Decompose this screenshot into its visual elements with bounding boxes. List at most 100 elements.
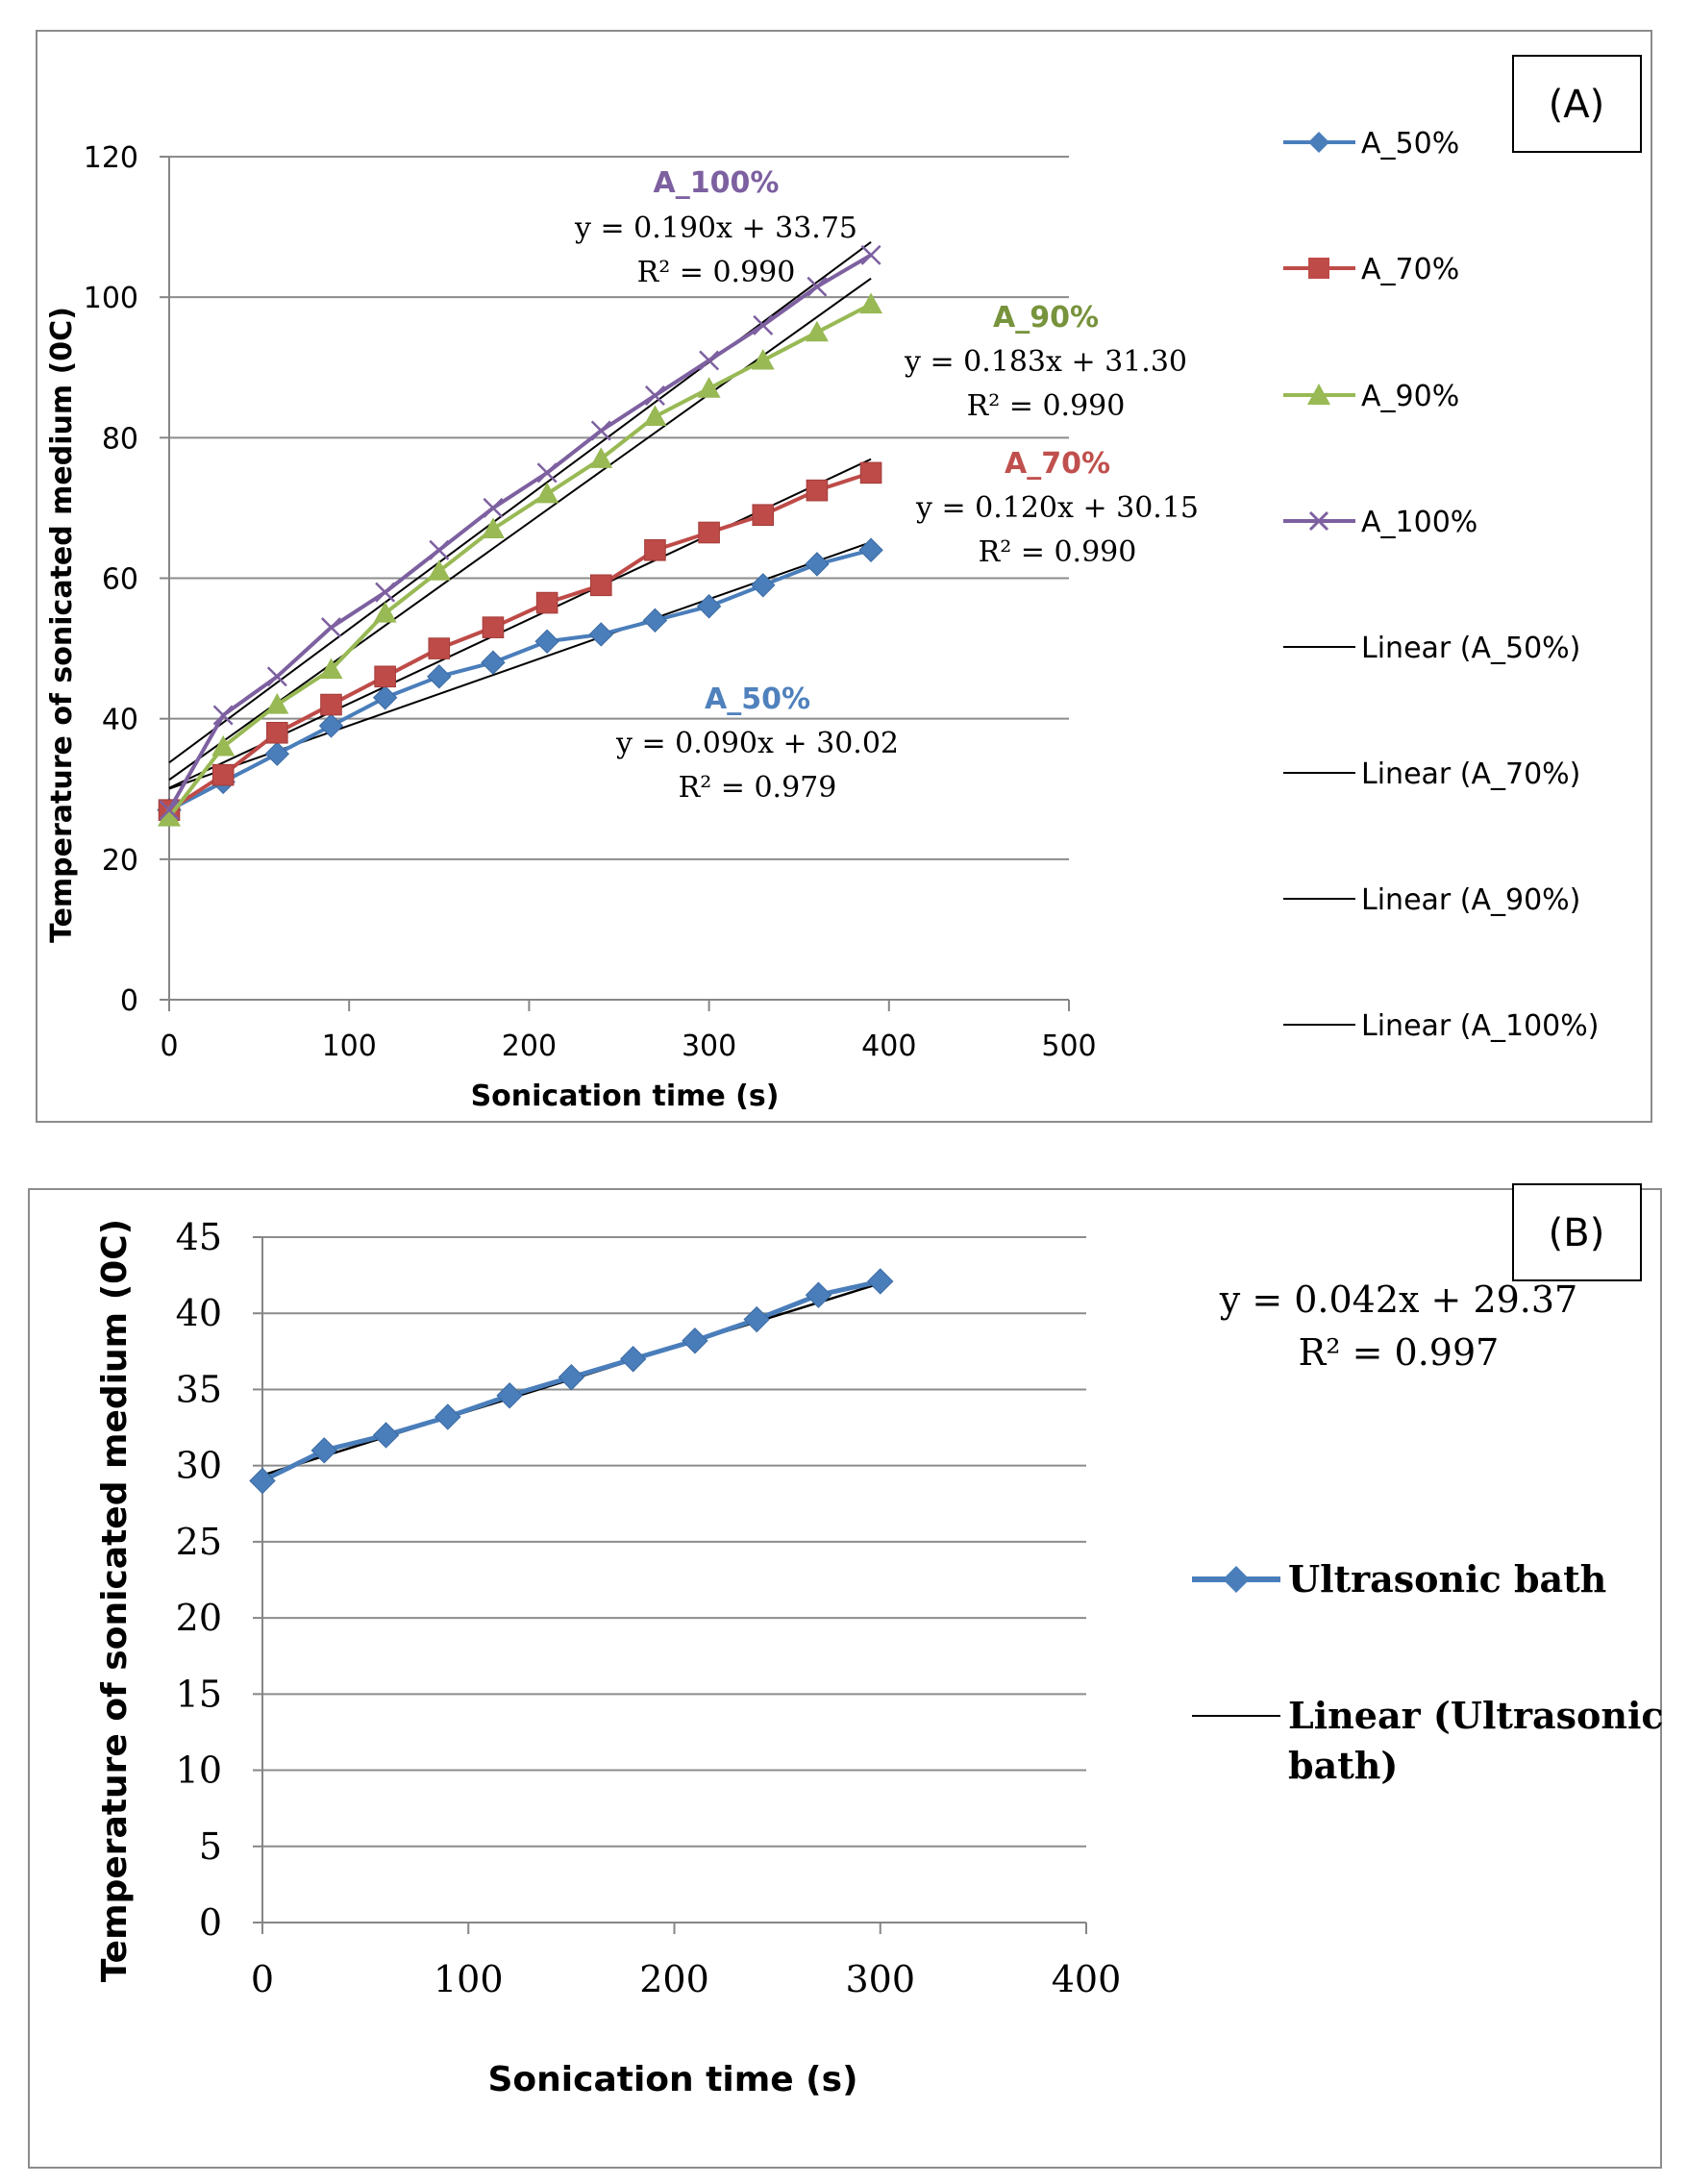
diamond-marker-icon <box>1223 1566 1250 1593</box>
data-point <box>319 658 343 680</box>
chart-b-panel-label: (B) <box>1549 1211 1605 1255</box>
data-point <box>372 685 398 710</box>
series-a-100- <box>159 244 881 821</box>
chart-a-y-axis-label: Temperature of sonicated medium (0C) <box>45 307 79 943</box>
annotation-r2: R² = 0.990 <box>967 389 1126 423</box>
data-point <box>427 664 452 689</box>
legend-label: Linear (A_50%) <box>1361 632 1580 665</box>
annotation-title: A_50% <box>705 682 810 716</box>
chart-b-series <box>249 1268 894 1495</box>
data-point <box>807 276 828 297</box>
data-point <box>859 461 882 484</box>
x-tick-label: 300 <box>682 1030 736 1063</box>
data-point <box>698 521 720 544</box>
data-point <box>375 582 396 603</box>
x-tick-label: 0 <box>160 1030 178 1063</box>
data-point <box>535 591 559 614</box>
data-point <box>644 385 665 406</box>
annotation-title: A_100% <box>654 166 780 200</box>
data-point <box>859 292 883 314</box>
y-tick-label: 5 <box>199 1825 222 1868</box>
data-point <box>696 594 722 619</box>
annotation-equation: y = 0.042x + 29.37 <box>1219 1278 1577 1321</box>
legend-label-line-1: Linear (Ultrasonic <box>1288 1694 1664 1737</box>
data-point <box>373 602 397 623</box>
data-point <box>249 1467 276 1495</box>
chart-a-y-tick-labels: 0 20 40 60 80 100 120 <box>84 141 138 1018</box>
legend-label: Ultrasonic bath <box>1288 1557 1606 1601</box>
series-a-70- <box>158 461 882 821</box>
data-point <box>434 1403 461 1430</box>
annotation-equation: y = 0.090x + 30.02 <box>615 727 899 760</box>
chart-b-legend: Ultrasonic bath Linear (Ultrasonic bath) <box>1192 1557 1676 1787</box>
data-point <box>265 693 289 714</box>
chart-b-axes <box>253 1236 1087 1934</box>
y-tick-label: 0 <box>199 1901 222 1944</box>
legend-item-a90: A_90% <box>1283 380 1459 413</box>
data-point <box>211 763 235 786</box>
x-tick-label: 200 <box>502 1030 557 1063</box>
chart-a-panel-label-box <box>1512 55 1642 153</box>
data-point <box>619 1346 647 1373</box>
chart-a-series <box>157 244 883 827</box>
chart-a-panel-label: (A) <box>1549 83 1605 127</box>
y-tick-label: 30 <box>176 1445 222 1487</box>
data-point <box>589 574 612 597</box>
data-point <box>751 348 775 370</box>
series-a-90- <box>158 292 883 827</box>
data-point <box>752 504 775 527</box>
legend-label: Linear (Ultrasonic bath) <box>1288 1694 1676 1787</box>
y-tick-label: 60 <box>102 563 138 597</box>
data-point <box>535 482 559 504</box>
data-point <box>589 447 613 468</box>
legend-item-ultrasonic-bath: Ultrasonic bath <box>1192 1557 1606 1601</box>
annotation-r2: R² = 0.997 <box>1299 1331 1500 1374</box>
data-point <box>590 420 611 441</box>
chart-b-panel-label-box <box>1512 1183 1642 1281</box>
x-tick-label: 0 <box>251 1958 274 2000</box>
chart-a: (A) 0 20 40 60 80 100 120 0 100 200 300 400 500 Son… <box>36 30 1652 1123</box>
legend-item-a100: A_100% <box>1283 506 1477 539</box>
x-tick-label: 500 <box>1041 1030 1096 1063</box>
trendline <box>168 277 872 782</box>
x-tick-label: 100 <box>434 1958 504 2000</box>
legend-item-linear-ultrasonic-bath: Linear (Ultrasonic bath) <box>1192 1694 1676 1787</box>
x-marker-icon <box>1308 510 1329 532</box>
data-point <box>536 462 558 484</box>
data-point <box>374 665 396 688</box>
chart-b-annotation: y = 0.042x + 29.37 R² = 0.997 <box>1219 1278 1577 1374</box>
chart-a-frame <box>36 30 1652 1123</box>
chart-b-x-tick-labels: 0 100 200 300 400 <box>251 1958 1121 2000</box>
y-tick-label: 120 <box>84 141 138 175</box>
x-tick-label: 300 <box>845 1958 915 2000</box>
data-point <box>743 1305 770 1333</box>
x-tick-label: 200 <box>639 1958 709 2000</box>
legend-item-linear-a100: Linear (A_100%) <box>1283 1009 1599 1043</box>
data-point <box>682 1328 708 1354</box>
chart-b-y-tick-labels: 0 5 10 15 20 25 30 35 40 45 <box>176 1216 222 1944</box>
annotation-equation: y = 0.183x + 31.30 <box>904 345 1187 379</box>
data-point <box>805 1281 832 1308</box>
data-point <box>481 650 506 675</box>
legend-label: Linear (A_70%) <box>1361 757 1580 791</box>
chart-b-y-axis-label: Temperature of sonicated medium (0C) <box>95 1219 135 1982</box>
chart-b-frame <box>28 1188 1662 2169</box>
diamond-marker-icon <box>1308 132 1329 153</box>
y-tick-label: 80 <box>102 422 138 456</box>
data-point <box>699 350 720 371</box>
x-tick-label: 400 <box>1052 1958 1122 2000</box>
annotation-r2: R² = 0.990 <box>979 535 1137 569</box>
data-point <box>805 552 830 577</box>
chart-a-annotation-a70: A_70% y = 0.120x + 30.15 R² = 0.990 <box>915 447 1199 569</box>
triangle-marker-icon <box>1307 384 1330 405</box>
data-point <box>858 537 883 562</box>
chart-a-annotation-a50: A_50% y = 0.090x + 30.02 R² = 0.979 <box>615 682 899 805</box>
chart-a-x-tick-labels: 0 100 200 300 400 500 <box>160 1030 1096 1063</box>
data-point <box>428 637 451 659</box>
data-point <box>482 616 505 638</box>
x-tick-label: 400 <box>861 1030 916 1063</box>
legend-label-line-2: bath) <box>1288 1744 1398 1787</box>
y-tick-label: 100 <box>84 282 138 315</box>
data-point <box>427 559 451 581</box>
data-point <box>558 1364 585 1391</box>
